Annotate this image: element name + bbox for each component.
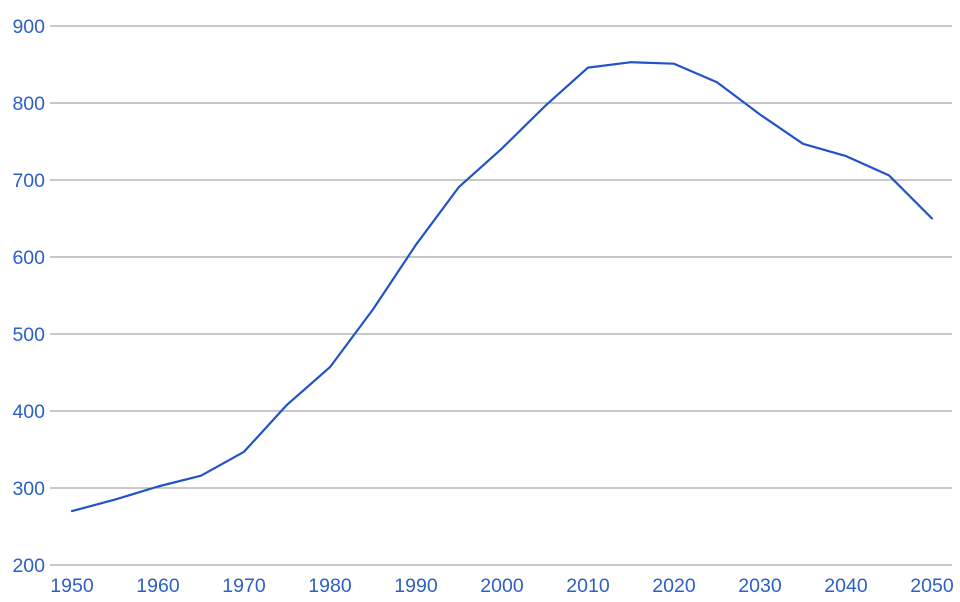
x-tick-label-2010: 2010	[566, 575, 610, 597]
y-tick-label-500: 500	[12, 324, 45, 346]
y-tick-label-800: 800	[12, 93, 45, 115]
x-tick-label-1960: 1960	[136, 575, 180, 597]
y-tick-label-200: 200	[12, 555, 45, 577]
x-tick-label-2040: 2040	[824, 575, 868, 597]
y-tick-label-700: 700	[12, 170, 45, 192]
y-tick-label-400: 400	[12, 401, 45, 423]
x-tick-label-2030: 2030	[738, 575, 782, 597]
x-tick-label-1980: 1980	[308, 575, 352, 597]
y-tick-label-900: 900	[12, 16, 45, 38]
y-tick-label-300: 300	[12, 478, 45, 500]
x-tick-label-2050: 2050	[910, 575, 954, 597]
y-tick-label-600: 600	[12, 247, 45, 269]
x-tick-label-2020: 2020	[652, 575, 696, 597]
x-tick-label-1990: 1990	[394, 575, 438, 597]
x-tick-label-1950: 1950	[50, 575, 94, 597]
x-tick-label-1970: 1970	[222, 575, 266, 597]
x-tick-label-2000: 2000	[480, 575, 524, 597]
data-line	[70, 61, 934, 513]
